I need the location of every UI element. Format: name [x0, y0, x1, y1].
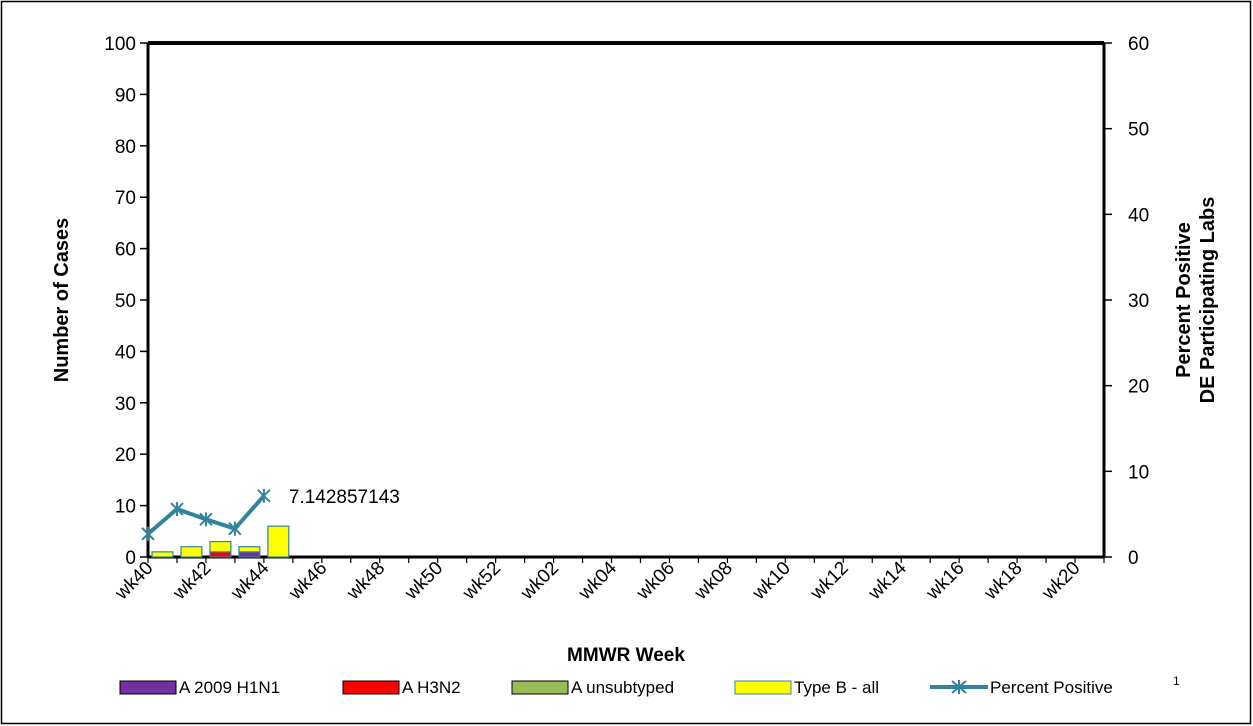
point-percent-positive-wk40 — [141, 526, 155, 541]
bar-type-b-all-wk41 — [180, 546, 203, 558]
y-tick-label: 20 — [115, 445, 136, 466]
legend-label-type-b-all: Type B - all — [794, 678, 879, 697]
bar-a-h3n2-wk42 — [209, 551, 232, 558]
bar-a-2009-h1n1-wk43 — [238, 551, 261, 558]
y-tick-label: 60 — [115, 240, 136, 261]
y-tick-label: 30 — [115, 394, 136, 415]
y2-tick-label: 60 — [1128, 34, 1149, 55]
y2-tick-label: 0 — [1128, 548, 1139, 569]
y-tick-label: 40 — [115, 342, 136, 363]
point-percent-positive-wk44 — [257, 488, 271, 503]
legend-marker-percent-positive — [951, 680, 967, 694]
bar-type-b-all-wk40 — [151, 551, 174, 558]
y-tick-label: 70 — [115, 188, 136, 209]
bar-type-b-all-wk43 — [238, 546, 261, 553]
x-axis-title: MMWR Week — [567, 645, 685, 666]
y-tick-label: 50 — [115, 291, 136, 312]
y2-tick-label: 20 — [1128, 377, 1149, 398]
y2-tick-label: 30 — [1128, 291, 1149, 312]
y2-axis-title-line1: Percent Positive — [1173, 222, 1195, 378]
plot-area — [148, 43, 1104, 557]
y-tick-label: 10 — [115, 497, 136, 518]
y-axis-ticks: 0 10 20 30 40 50 60 70 80 90 100 — [104, 34, 148, 569]
point-percent-positive-wk42 — [199, 512, 213, 527]
legend-item-a-unsubtyped: A unsubtyped — [511, 678, 674, 697]
legend-superscript: 1 — [1173, 674, 1180, 688]
y-tick-label: 100 — [104, 34, 136, 55]
y-tick-label: 80 — [115, 137, 136, 158]
point-percent-positive-wk43 — [228, 521, 242, 536]
annotations: 7.142857143 — [289, 487, 400, 508]
legend-swatch-a-h3n2 — [342, 680, 400, 695]
legend-swatch-a-unsubtyped — [511, 680, 569, 695]
legend-swatch-type-b-all — [734, 680, 792, 695]
line-series — [141, 488, 271, 541]
y-tick-label: 90 — [115, 85, 136, 106]
y2-axis-title-line2: DE Participating Labs — [1197, 197, 1219, 404]
y-axis-title: Number of Cases — [51, 218, 73, 383]
y2-tick-label: 10 — [1128, 462, 1149, 483]
legend-label-a-2009-h1n1: A 2009 H1N1 — [179, 678, 280, 697]
legend-item-percent-positive: Percent Positive 1 — [930, 674, 1180, 697]
y2-axis-ticks: 0 10 20 30 40 50 60 — [1104, 34, 1149, 569]
y-tick-label: 0 — [125, 548, 136, 569]
legend-label-a-h3n2: A H3N2 — [402, 678, 461, 697]
legend-item-type-b-all: Type B - all — [734, 678, 879, 697]
legend: A 2009 H1N1 A H3N2 A unsubtyped Type B -… — [119, 674, 1180, 697]
legend-item-a-h3n2: A H3N2 — [342, 678, 461, 697]
legend-item-a-2009-h1n1: A 2009 H1N1 — [119, 678, 280, 697]
legend-label-percent-positive: Percent Positive — [990, 678, 1113, 697]
legend-label-a-unsubtyped: A unsubtyped — [571, 678, 674, 697]
bar-type-b-all-wk42 — [209, 540, 232, 553]
y2-tick-label: 50 — [1128, 120, 1149, 141]
y2-tick-label: 40 — [1128, 205, 1149, 226]
legend-swatch-a-2009-h1n1 — [119, 680, 177, 695]
bar-type-b-all-wk44 — [267, 525, 290, 558]
bar-marks — [151, 525, 290, 558]
point-percent-positive-wk41 — [170, 502, 184, 517]
data-label-percent-positive: 7.142857143 — [289, 487, 400, 508]
